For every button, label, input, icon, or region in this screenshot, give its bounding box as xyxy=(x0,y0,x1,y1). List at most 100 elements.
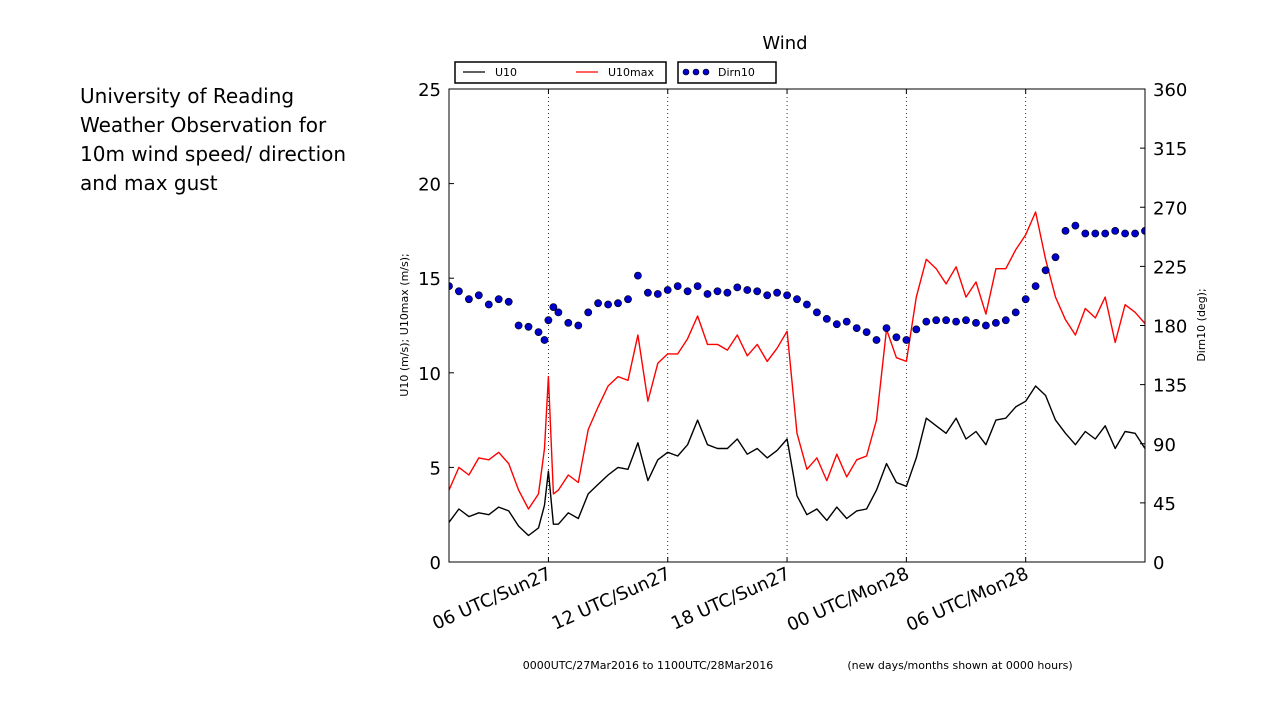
series-dirn10-point xyxy=(564,318,573,327)
y-tick-label-left: 20 xyxy=(418,175,441,196)
caption-line: Weather Observation for xyxy=(80,113,327,137)
series-u10max-line xyxy=(449,211,1145,510)
legend-label-dirn10: Dirn10 xyxy=(718,66,755,79)
y-tick-label-left: 5 xyxy=(430,458,441,479)
series-dirn10-point xyxy=(862,328,871,336)
series-dirn10-point xyxy=(902,336,911,344)
series-dirn10-point xyxy=(673,282,682,290)
series-dirn10-point xyxy=(554,308,563,317)
y-tick-label-left: 10 xyxy=(418,364,441,385)
legend-swatch-dirn10 xyxy=(682,68,690,76)
series-dirn10-point xyxy=(693,282,702,290)
series-dirn10-point xyxy=(594,299,602,308)
series-dirn10-point xyxy=(1101,229,1110,238)
series-dirn10-point xyxy=(464,295,473,304)
series-dirn10-point xyxy=(454,287,463,296)
series-dirn10-point xyxy=(1021,295,1030,304)
y-tick-label-right: 0 xyxy=(1153,553,1164,574)
series-dirn10-point xyxy=(773,288,781,297)
series-dirn10-point xyxy=(1061,226,1070,235)
x-tick-label: 00 UTC/Mon28 xyxy=(784,563,912,636)
legend-label-u10max: U10max xyxy=(608,66,655,79)
y-tick-label-right: 90 xyxy=(1153,435,1176,456)
series-dirn10-point xyxy=(540,336,549,344)
series-dirn10-point xyxy=(793,295,801,304)
y-tick-label-right: 225 xyxy=(1153,257,1187,278)
y-tick-label-right: 315 xyxy=(1153,139,1187,160)
series-dirn10-point xyxy=(783,291,791,300)
caption-line: 10m wind speed/ direction xyxy=(80,142,347,166)
series-dirn10-point xyxy=(614,299,622,308)
series-dirn10-point xyxy=(882,324,891,332)
series-dirn10-point xyxy=(982,321,990,330)
series-dirn10-point xyxy=(663,286,672,294)
series-dirn10-point xyxy=(942,316,950,325)
y-tick-label-left: 25 xyxy=(418,80,441,101)
y-tick-label-right: 45 xyxy=(1153,494,1176,515)
series-dirn10-point xyxy=(1111,226,1120,235)
station-caption: University of Reading Weather Observatio… xyxy=(80,82,380,198)
series-dirn10-point xyxy=(743,286,752,294)
series-dirn10-point xyxy=(803,300,811,309)
series-dirn10-point xyxy=(484,300,493,309)
series-dirn10-point xyxy=(1141,227,1145,235)
legend-box-lines xyxy=(454,61,667,84)
series-dirn10-point xyxy=(733,283,742,292)
series-dirn10-point xyxy=(1001,316,1010,325)
y-tick-label-right: 360 xyxy=(1153,80,1187,101)
series-dirn10-point xyxy=(1031,282,1040,290)
x-axis-label-range: 0000UTC/27Mar2016 to 1100UTC/28Mar2016 xyxy=(523,659,774,672)
series-dirn10-point xyxy=(813,308,821,317)
series-u10-line xyxy=(449,385,1145,537)
series-dirn10-point xyxy=(912,325,921,334)
series-dirn10-point xyxy=(713,287,722,296)
legend: U10 U10max Dirn10 xyxy=(454,61,777,84)
series-dirn10-point xyxy=(634,271,642,280)
x-tick-label: 12 UTC/Sun27 xyxy=(549,563,674,634)
series-dirn10-point xyxy=(514,321,523,330)
series-dirn10-point xyxy=(449,282,453,290)
series-dirn10-point xyxy=(703,290,712,298)
series-dirn10-point xyxy=(952,317,960,326)
series-dirn10-point xyxy=(922,317,931,326)
y-axis-label-left: U10 (m/s); U10max (m/s); xyxy=(398,253,411,396)
series-dirn10-point xyxy=(1011,308,1020,317)
series-dirn10-point xyxy=(763,291,772,300)
series-dirn10-point xyxy=(723,288,732,297)
series-dirn10-point xyxy=(852,324,861,332)
series-dirn10-point xyxy=(872,336,881,344)
caption-line: University of Reading xyxy=(80,84,295,108)
legend-swatch-dirn10 xyxy=(692,68,700,76)
series-dirn10-point xyxy=(1071,221,1080,230)
y-tick-label-right: 180 xyxy=(1153,317,1187,338)
series-dirn10-point xyxy=(842,317,851,326)
series-dirn10-point xyxy=(962,316,970,325)
series-dirn10-point xyxy=(604,300,612,309)
series-dirn10-point xyxy=(574,321,583,330)
series-dirn10-point xyxy=(892,333,901,342)
chart-title: Wind xyxy=(762,33,807,54)
series-dirn10-point xyxy=(474,291,483,300)
caption-line: and max gust xyxy=(80,171,218,195)
series-dirn10-point xyxy=(524,322,533,331)
series-dirn10-point xyxy=(624,295,632,304)
series-dirn10-point xyxy=(832,320,841,329)
series-dirn10-point xyxy=(494,295,503,304)
series-dirn10-point xyxy=(1081,229,1090,238)
x-tick-label: 18 UTC/Sun27 xyxy=(668,563,793,634)
series-dirn10-point xyxy=(683,287,692,296)
legend-swatch-dirn10 xyxy=(702,68,710,76)
series-dirn10-point xyxy=(544,316,553,325)
series-dirn10-point xyxy=(534,328,543,336)
x-tick-label: 06 UTC/Sun27 xyxy=(429,563,554,634)
series-dirn10-point xyxy=(822,314,831,323)
series-dirn10-point xyxy=(972,318,980,327)
legend-label-u10: U10 xyxy=(495,66,517,79)
series-dirn10-point xyxy=(1041,266,1050,275)
series-dirn10-point xyxy=(992,318,1000,327)
series-dirn10-point xyxy=(1121,229,1129,238)
x-axis-label-note: (new days/months shown at 0000 hours) xyxy=(847,659,1072,672)
series-dirn10-point xyxy=(644,288,652,297)
y-tick-label-right: 135 xyxy=(1153,376,1187,397)
